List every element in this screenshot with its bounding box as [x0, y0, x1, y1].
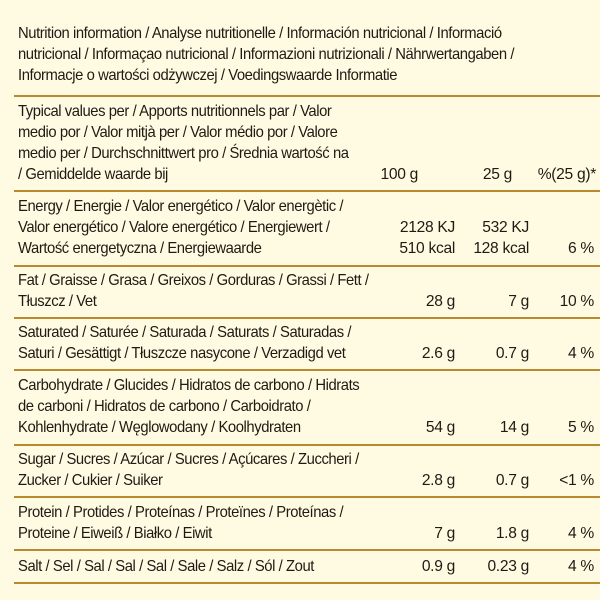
saturated-percent: 4 %: [568, 345, 594, 362]
row-label-line: Protein / Protides / Proteínas / Proteïn…: [18, 504, 344, 521]
divider: [14, 369, 600, 371]
row-label-line: Zucker / Cukier / Suiker: [18, 472, 163, 489]
protein-100g: 7 g: [434, 525, 455, 542]
row-fat-label: Fat / Graisse / Grasa / Greixos / Gordur…: [18, 270, 571, 312]
column-header-line: medio per / Durchschnittwert pro / Średn…: [18, 145, 349, 162]
salt-100g: 0.9 g: [421, 558, 455, 575]
fat-100g: 28 g: [425, 293, 455, 310]
fat-percent: 10 %: [559, 293, 595, 310]
salt-percent: 4 %: [568, 558, 594, 575]
title-line: Informacje o wartości odżywczej / Voedin…: [18, 67, 398, 84]
row-label-line: Proteine / Eiweiß / Białko / Eiwit: [18, 525, 212, 542]
protein-25g: 1.8 g: [495, 525, 529, 542]
row-energy-label: Energy / Energie / Valor energético / Va…: [18, 196, 571, 259]
sugar-25g: 0.7 g: [495, 472, 529, 489]
row-label-line: Tłuszcz / Vet: [18, 293, 97, 310]
column-header-line: Typical values per / Apports nutritionne…: [18, 103, 332, 120]
energy-25g-kcal: 128 kcal: [473, 240, 529, 257]
row-label-line: Wartość energetyczna / Energiewaarde: [18, 240, 262, 257]
energy-100g-kcal: 510 kcal: [399, 240, 455, 257]
divider: [14, 317, 600, 319]
row-label-line: Carbohydrate / Glucides / Hidratos de ca…: [18, 377, 360, 394]
divider: [14, 496, 600, 498]
divider: [14, 265, 600, 267]
saturated-25g: 0.7 g: [495, 345, 529, 362]
saturated-100g: 2.6 g: [421, 345, 455, 362]
column-25g: 25 g: [482, 166, 512, 183]
protein-percent: 4 %: [568, 525, 594, 542]
divider: [14, 190, 600, 192]
nutrition-title: Nutrition information / Analyse nutritio…: [18, 23, 571, 86]
carbohydrate-25g: 14 g: [499, 419, 529, 436]
row-sugar-label: Sugar / Sucres / Azúcar / Sucres / Açúca…: [18, 449, 571, 491]
sugar-100g: 2.8 g: [421, 472, 455, 489]
row-label-line: Saturated / Saturée / Saturada / Saturat…: [18, 324, 352, 341]
row-label-line: Energy / Energie / Valor energético / Va…: [18, 198, 344, 215]
column-header-line: / Gemiddelde waarde bij: [18, 166, 168, 183]
carbohydrate-100g: 54 g: [425, 419, 455, 436]
row-label-line: Saturi / Gesättigt / Tłuszcze nasycone /…: [18, 345, 346, 362]
column-header-label: Typical values per / Apports nutritionne…: [18, 101, 571, 185]
divider: [14, 582, 600, 584]
row-label-line: Kohlenhydrate / Węglowodany / Koolhydrat…: [18, 419, 301, 436]
energy-percent: 6 %: [568, 240, 594, 257]
energy-100g-kj: 2128 KJ: [399, 219, 455, 236]
carbohydrate-percent: 5 %: [568, 419, 594, 436]
row-label-line: Sugar / Sucres / Azúcar / Sucres / Açúca…: [18, 451, 359, 468]
row-carbohydrate-label: Carbohydrate / Glucides / Hidratos de ca…: [18, 375, 571, 438]
title-line: Nutrition information / Analyse nutritio…: [18, 25, 502, 42]
row-salt-label: Salt / Sel / Sal / Sal / Sal / Sale / Sa…: [18, 556, 571, 577]
column-100g: 100 g: [380, 166, 418, 183]
row-label-line: Fat / Graisse / Grasa / Greixos / Gordur…: [18, 272, 369, 289]
row-protein-label: Protein / Protides / Proteínas / Proteïn…: [18, 502, 571, 544]
divider: [14, 95, 600, 97]
fat-25g: 7 g: [508, 293, 529, 310]
title-line: nutricional / Informaçao nutricional / I…: [18, 46, 515, 63]
row-label-line: Valor energético / Valore energético / E…: [18, 219, 330, 236]
divider: [14, 444, 600, 446]
row-label-line: Salt / Sel / Sal / Sal / Sal / Sale / Sa…: [18, 558, 314, 575]
sugar-percent: <1 %: [559, 472, 594, 489]
row-saturated-label: Saturated / Saturée / Saturada / Saturat…: [18, 322, 571, 364]
salt-25g: 0.23 g: [487, 558, 529, 575]
column-percent: %(25 g)*: [537, 166, 597, 183]
row-label-line: de carboni / Hidratos de carbono / Carbo…: [18, 398, 311, 415]
energy-25g-kj: 532 KJ: [482, 219, 529, 236]
column-header-line: medio por / Valor mitjà per / Valor médi…: [18, 124, 338, 141]
divider: [14, 549, 600, 551]
